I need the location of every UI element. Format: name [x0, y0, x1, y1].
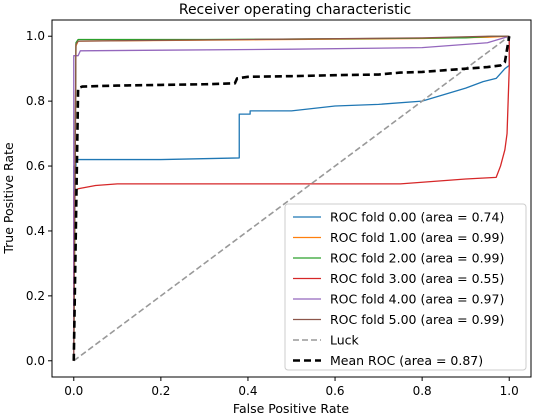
x-tick-label: 0.4 [238, 384, 257, 398]
series-line-6 [73, 35, 510, 362]
legend: ROC fold 0.00 (area = 0.74) ROC fold 1.00… [284, 203, 527, 371]
y-tick-label: 0.4 [26, 224, 45, 238]
series-line-5 [73, 35, 510, 361]
y-tick-label: 0.8 [26, 94, 45, 108]
legend-label: ROC fold 4.00 (area = 0.97) [330, 292, 504, 307]
series-line-0 [73, 36, 510, 361]
y-tick-label: 0.2 [26, 289, 45, 303]
y-tick-label: 1.0 [26, 29, 45, 43]
plot-area [72, 35, 511, 362]
y-tick-label: 0.0 [26, 354, 45, 368]
legend-label: Luck [330, 333, 360, 348]
y-tick-label: 0.6 [26, 159, 45, 173]
legend-label: ROC fold 1.00 (area = 0.99) [330, 230, 504, 245]
x-axis-title: False Positive Rate [233, 401, 349, 416]
x-tick-label: 0.2 [151, 384, 170, 398]
series-line-7 [72, 36, 511, 361]
legend-label: ROC fold 5.00 (area = 0.99) [330, 312, 504, 327]
y-axis: 0.0 0.2 0.4 0.6 0.8 1.0 [26, 29, 52, 368]
legend-label: ROC fold 0.00 (area = 0.74) [330, 210, 504, 225]
x-tick-label: 1.0 [500, 384, 519, 398]
x-tick-label: 0.6 [325, 384, 344, 398]
legend-label: ROC fold 3.00 (area = 0.55) [330, 271, 504, 286]
y-axis-title: True Positive Rate [1, 142, 16, 255]
x-tick-label: 0.8 [413, 384, 432, 398]
x-tick-label: 0.0 [64, 384, 83, 398]
legend-label: Mean ROC (area = 0.87) [330, 353, 483, 368]
chart-title: Receiver operating characteristic [179, 2, 411, 18]
legend-box [284, 203, 527, 371]
legend-label: ROC fold 2.00 (area = 0.99) [330, 251, 504, 266]
x-axis: 0.0 0.2 0.4 0.6 0.8 1.0 [64, 377, 519, 398]
plot-frame [51, 19, 532, 378]
